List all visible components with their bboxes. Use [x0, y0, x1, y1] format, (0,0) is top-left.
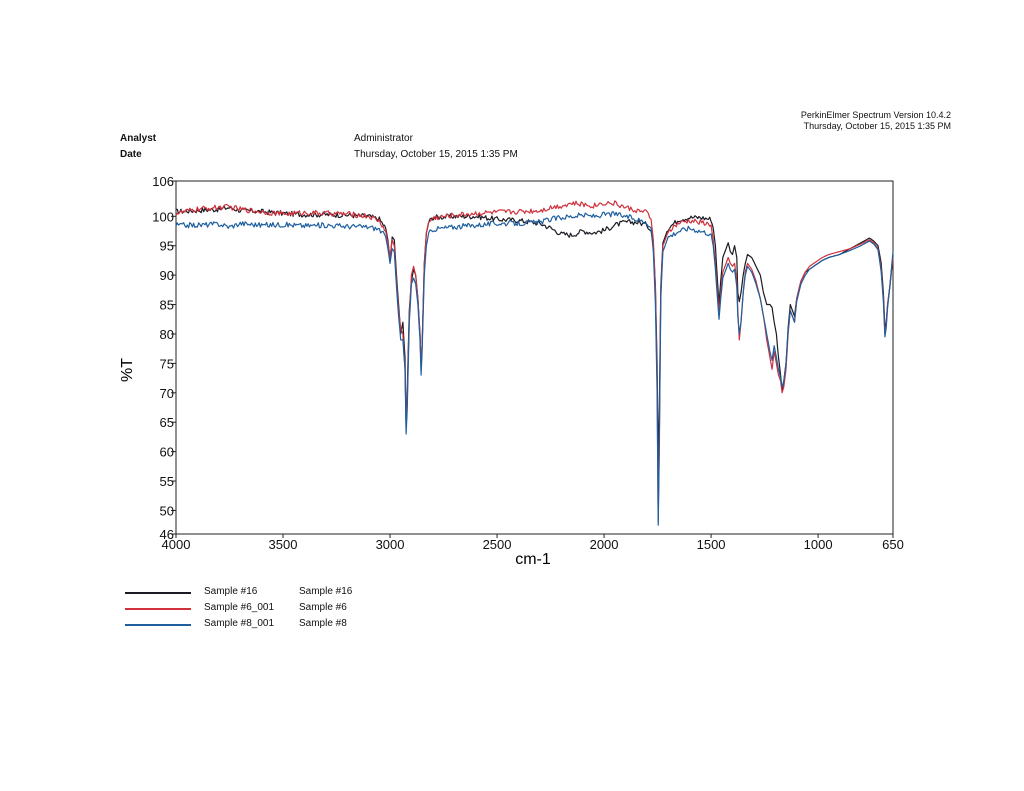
report-datetime: Thursday, October 15, 2015 1:35 PM	[803, 121, 951, 131]
legend-sample-description: Sample #6	[299, 602, 347, 613]
legend-item: Sample #6_001 Sample #6	[0, 602, 420, 616]
series-line	[175, 200, 894, 523]
chart-axes: 46 50 55 60 65 70 75 80 85 90 95 100 106 4000 3500 3000…	[152, 174, 904, 552]
legend-item: Sample #8_001 Sample #8	[0, 618, 420, 632]
legend-item: Sample #16 Sample #16	[0, 586, 420, 600]
x-tick-label: 3500	[269, 537, 298, 552]
x-axis-label: cm-1	[515, 551, 551, 568]
y-tick-label: 60	[160, 445, 174, 460]
software-version: PerkinElmer Spectrum Version 10.4.2	[800, 110, 951, 120]
date-value: Thursday, October 15, 2015 1:35 PM	[354, 149, 518, 160]
plot-frame	[175, 180, 894, 535]
x-tick-label: 2500	[483, 537, 512, 552]
x-tick-label: 1000	[804, 537, 833, 552]
y-tick-label: 106	[152, 174, 174, 189]
y-tick-label: 46	[160, 527, 174, 542]
x-tick-label: 4000	[162, 537, 191, 552]
x-tick-label: 650	[882, 537, 904, 552]
legend-sample-name: Sample #6_001	[204, 602, 275, 613]
y-tick-label: 50	[160, 503, 174, 518]
legend-swatch	[125, 624, 191, 626]
y-tick-label: 90	[160, 268, 174, 283]
chart-series	[175, 200, 894, 526]
y-tick-label: 70	[160, 386, 174, 401]
x-tick-label: 3000	[376, 537, 405, 552]
y-tick-label: 95	[160, 239, 174, 254]
y-tick-label: 80	[160, 327, 174, 342]
series-line	[175, 211, 894, 526]
series-line	[175, 205, 894, 464]
legend-swatch	[125, 608, 191, 610]
report-header: PerkinElmer Spectrum Version 10.4.2 Thur…	[631, 110, 951, 132]
analyst-value: Administrator	[354, 133, 413, 144]
x-tick-label: 1500	[697, 537, 726, 552]
date-label: Date	[120, 149, 142, 160]
y-tick-label: 100	[152, 209, 174, 224]
legend-sample-name: Sample #16	[204, 586, 258, 597]
y-tick-label: 85	[160, 298, 174, 313]
y-tick-label: 65	[160, 415, 174, 430]
x-tick-label: 2000	[590, 537, 619, 552]
analyst-label: Analyst	[120, 133, 157, 144]
y-tick-label: 55	[160, 474, 174, 489]
legend-swatch	[125, 592, 191, 594]
legend-sample-description: Sample #16	[299, 586, 353, 597]
legend-sample-name: Sample #8_001	[204, 618, 275, 629]
y-tick-label: 75	[160, 356, 174, 371]
legend-sample-description: Sample #8	[299, 618, 347, 629]
y-axis-label: %T	[119, 358, 136, 382]
